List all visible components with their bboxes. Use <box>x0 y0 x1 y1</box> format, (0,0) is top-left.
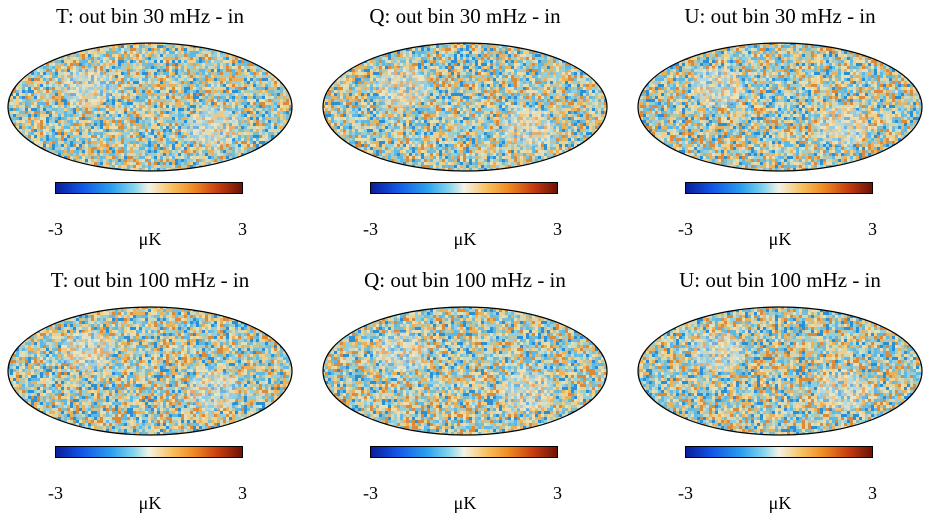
map-panel-u-30: U: out bin 30 mHz - in -3 μK 3 <box>630 0 930 262</box>
colorbar-unit-label: μK <box>125 229 175 249</box>
map-panel-q-100: Q: out bin 100 mHz - in -3 μK 3 <box>315 264 615 526</box>
map-outline <box>322 42 608 172</box>
map-title: U: out bin 100 mHz - in <box>630 268 930 292</box>
mollweide-map <box>7 42 293 172</box>
colorbar-unit-label: μK <box>755 229 805 249</box>
colorbar <box>370 446 558 458</box>
map-title: Q: out bin 30 mHz - in <box>315 4 615 28</box>
colorbar-unit-label: μK <box>125 493 175 513</box>
mollweide-map <box>7 306 293 436</box>
map-outline <box>7 42 293 172</box>
colorbar-unit-label: μK <box>440 229 490 249</box>
colorbar-max-label: 3 <box>553 483 562 503</box>
map-outline <box>637 306 923 436</box>
mollweide-map <box>637 306 923 436</box>
map-outline <box>7 306 293 436</box>
mollweide-map <box>322 306 608 436</box>
colorbar-min-label: -3 <box>678 219 693 239</box>
mollweide-map <box>322 42 608 172</box>
colorbar <box>55 446 243 458</box>
colorbar <box>55 182 243 194</box>
mollweide-map <box>637 42 923 172</box>
colorbar <box>370 182 558 194</box>
colorbar-min-label: -3 <box>48 219 63 239</box>
colorbar-min-label: -3 <box>363 483 378 503</box>
map-outline <box>322 306 608 436</box>
colorbar-min-label: -3 <box>678 483 693 503</box>
colorbar-max-label: 3 <box>868 219 877 239</box>
colorbar-max-label: 3 <box>238 219 247 239</box>
map-title: T: out bin 100 mHz - in <box>0 268 300 292</box>
map-panel-t-30: T: out bin 30 mHz - in -3 μK 3 <box>0 0 300 262</box>
colorbar-max-label: 3 <box>238 483 247 503</box>
colorbar-max-label: 3 <box>868 483 877 503</box>
map-panel-q-30: Q: out bin 30 mHz - in -3 μK 3 <box>315 0 615 262</box>
colorbar-min-label: -3 <box>48 483 63 503</box>
map-outline <box>637 42 923 172</box>
colorbar-max-label: 3 <box>553 219 562 239</box>
map-panel-t-100: T: out bin 100 mHz - in -3 μK 3 <box>0 264 300 526</box>
map-panel-u-100: U: out bin 100 mHz - in -3 μK 3 <box>630 264 930 526</box>
colorbar-unit-label: μK <box>755 493 805 513</box>
colorbar <box>685 182 873 194</box>
colorbar <box>685 446 873 458</box>
map-title: Q: out bin 100 mHz - in <box>315 268 615 292</box>
map-title: U: out bin 30 mHz - in <box>630 4 930 28</box>
map-title: T: out bin 30 mHz - in <box>0 4 300 28</box>
colorbar-unit-label: μK <box>440 493 490 513</box>
colorbar-min-label: -3 <box>363 219 378 239</box>
